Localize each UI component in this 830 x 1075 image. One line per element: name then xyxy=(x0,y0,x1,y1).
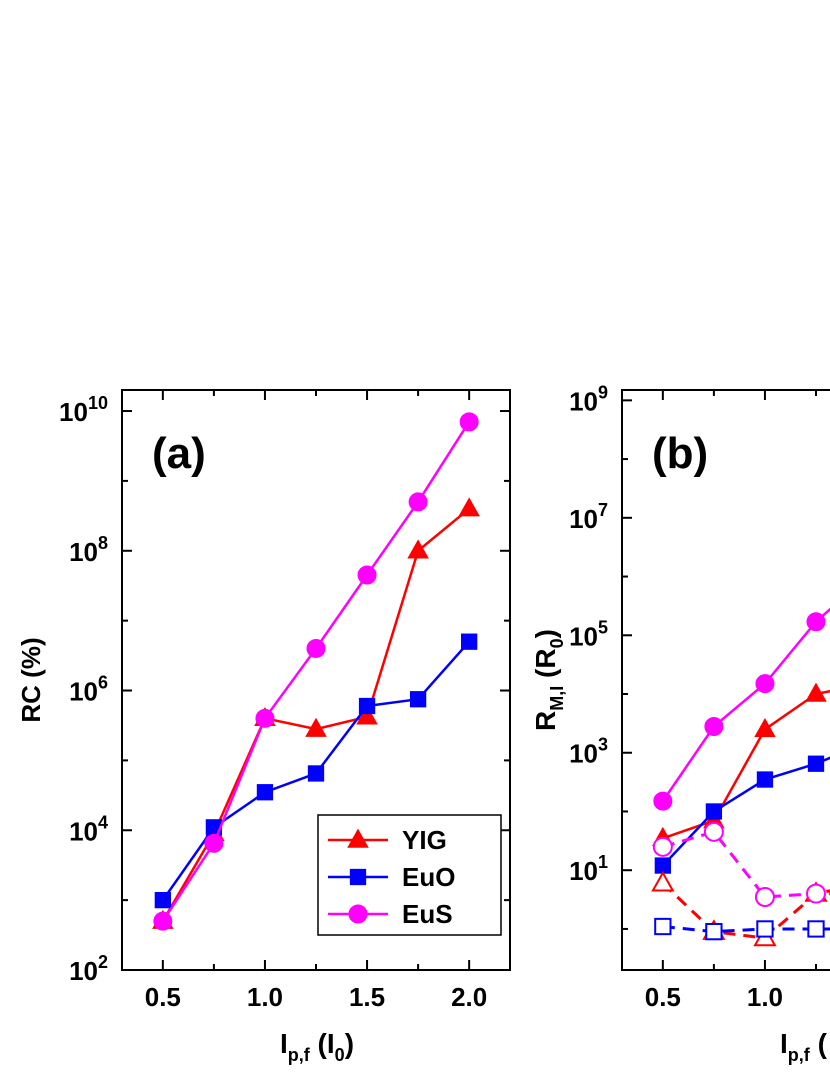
panel-b: 101 103 105 107 109 0.5 1.0 (b) RM,I (R0) Ip,f… xyxy=(530,382,830,1065)
data-point-euo-open xyxy=(654,917,672,936)
data-point-eus xyxy=(153,911,173,931)
data-point-euo-open xyxy=(807,920,825,938)
data-point-eus xyxy=(653,791,673,811)
data-point-eus xyxy=(204,833,224,853)
legend-marker-eus xyxy=(348,904,368,924)
series-line-eus-open xyxy=(662,830,830,899)
panel-a-xlabel-sub: p,f xyxy=(288,1045,311,1065)
y-tick-label: 108 xyxy=(69,533,108,567)
data-point-eus xyxy=(755,674,775,694)
svg-text:RM,I (R0): RM,I (R0) xyxy=(530,629,567,731)
y-tick-label: 105 xyxy=(569,617,608,651)
panel-b-ylabel-unit: R xyxy=(530,648,561,668)
y-tick-label: 102 xyxy=(69,952,108,986)
panel-a-xlabel-unit: I xyxy=(327,1028,335,1059)
data-point-euo xyxy=(154,891,171,909)
data-point-eus-open xyxy=(652,836,673,857)
y-tick-label: 107 xyxy=(569,500,608,534)
data-point-yig xyxy=(805,682,827,702)
y-tick-label: 104 xyxy=(69,812,108,846)
panel-b-ticks: 101 103 105 107 109 0.5 1.0 xyxy=(569,382,817,1012)
panel-a-xlabel: Ip,f (I0) xyxy=(280,1028,354,1065)
panel-a-ylabel: RC (%) xyxy=(16,637,46,722)
x-tick-label: 1.0 xyxy=(747,982,783,1012)
x-tick-label: 1.5 xyxy=(349,982,385,1012)
data-point-yig xyxy=(407,539,429,559)
data-point-eus xyxy=(704,716,724,736)
panel-b-xlabel-unit: ( xyxy=(818,1028,828,1059)
data-point-eus xyxy=(306,638,326,658)
data-point-eus xyxy=(357,565,377,585)
panel-a-series xyxy=(152,412,480,931)
data-point-eus-open xyxy=(703,821,724,842)
data-point-eus xyxy=(255,708,275,728)
data-point-eus-open xyxy=(806,883,826,904)
data-point-eus xyxy=(408,492,428,512)
data-point-eus xyxy=(806,612,826,632)
data-point-yig xyxy=(754,718,776,738)
data-point-euo-open xyxy=(705,922,723,941)
panel-b-xlabel-main: I xyxy=(780,1028,788,1059)
svg-text:Ip,f (: Ip,f ( xyxy=(780,1028,828,1065)
legend-label-yig: YIG xyxy=(402,825,447,855)
data-point-euo xyxy=(756,771,774,788)
data-point-euo xyxy=(409,691,427,708)
legend-marker-euo xyxy=(349,868,367,886)
series-line-euo-open xyxy=(662,925,830,934)
panel-b-xlabel: Ip,f ( xyxy=(780,1028,828,1065)
data-point-euo-open xyxy=(756,920,774,938)
data-point-euo xyxy=(307,765,325,782)
panel-a-xlabel-unit-sub: 0 xyxy=(335,1045,345,1065)
panel-b-ylabel-unit-sub: 0 xyxy=(547,638,567,648)
legend-marker-yig xyxy=(347,828,369,848)
svg-text:Ip,f (I0): Ip,f (I0) xyxy=(280,1028,354,1065)
data-point-eus xyxy=(459,412,479,432)
y-tick-label: 1010 xyxy=(59,393,108,427)
x-tick-label: 0.5 xyxy=(145,982,181,1012)
y-tick-label: 103 xyxy=(569,735,608,769)
data-point-euo xyxy=(807,755,825,772)
data-point-eus-open xyxy=(754,886,775,907)
data-point-euo xyxy=(705,803,723,820)
panel-b-label: (b) xyxy=(652,429,708,478)
panel-a-ticks: 102 104 106 108 1010 0.5 1.0 1.5 2.0 xyxy=(59,390,510,1012)
panel-b-ylabel: RM,I (R0) xyxy=(530,629,567,731)
data-point-euo xyxy=(461,633,478,650)
data-point-yig xyxy=(305,717,327,737)
y-tick-label: 106 xyxy=(69,673,108,707)
data-point-euo xyxy=(358,697,376,715)
x-tick-label: 2.0 xyxy=(451,982,487,1012)
panel-b-frame xyxy=(621,389,830,971)
legend-label-euo: EuO xyxy=(402,862,455,892)
data-point-yig xyxy=(356,705,378,725)
panel-b-ylabel-main: R xyxy=(530,711,561,731)
series-line-yig xyxy=(662,689,830,840)
panel-a-label: (a) xyxy=(152,429,206,478)
x-tick-label: 0.5 xyxy=(645,982,681,1012)
y-tick-label: 101 xyxy=(569,852,608,886)
panel-b-series xyxy=(651,607,830,947)
y-tick-label: 109 xyxy=(569,382,608,416)
data-point-yig-open xyxy=(651,870,675,892)
panel-a-legend: YIG EuO EuS xyxy=(317,814,502,936)
panel-b-xlabel-sub: p,f xyxy=(788,1045,811,1065)
data-point-yig xyxy=(458,497,480,517)
x-tick-label: 1.0 xyxy=(247,982,283,1012)
legend-label-eus: EuS xyxy=(402,899,453,929)
panel-b-ylabel-sub: M,I xyxy=(547,686,567,711)
data-point-euo xyxy=(256,784,274,801)
panel-a-xlabel-main: I xyxy=(280,1028,288,1059)
